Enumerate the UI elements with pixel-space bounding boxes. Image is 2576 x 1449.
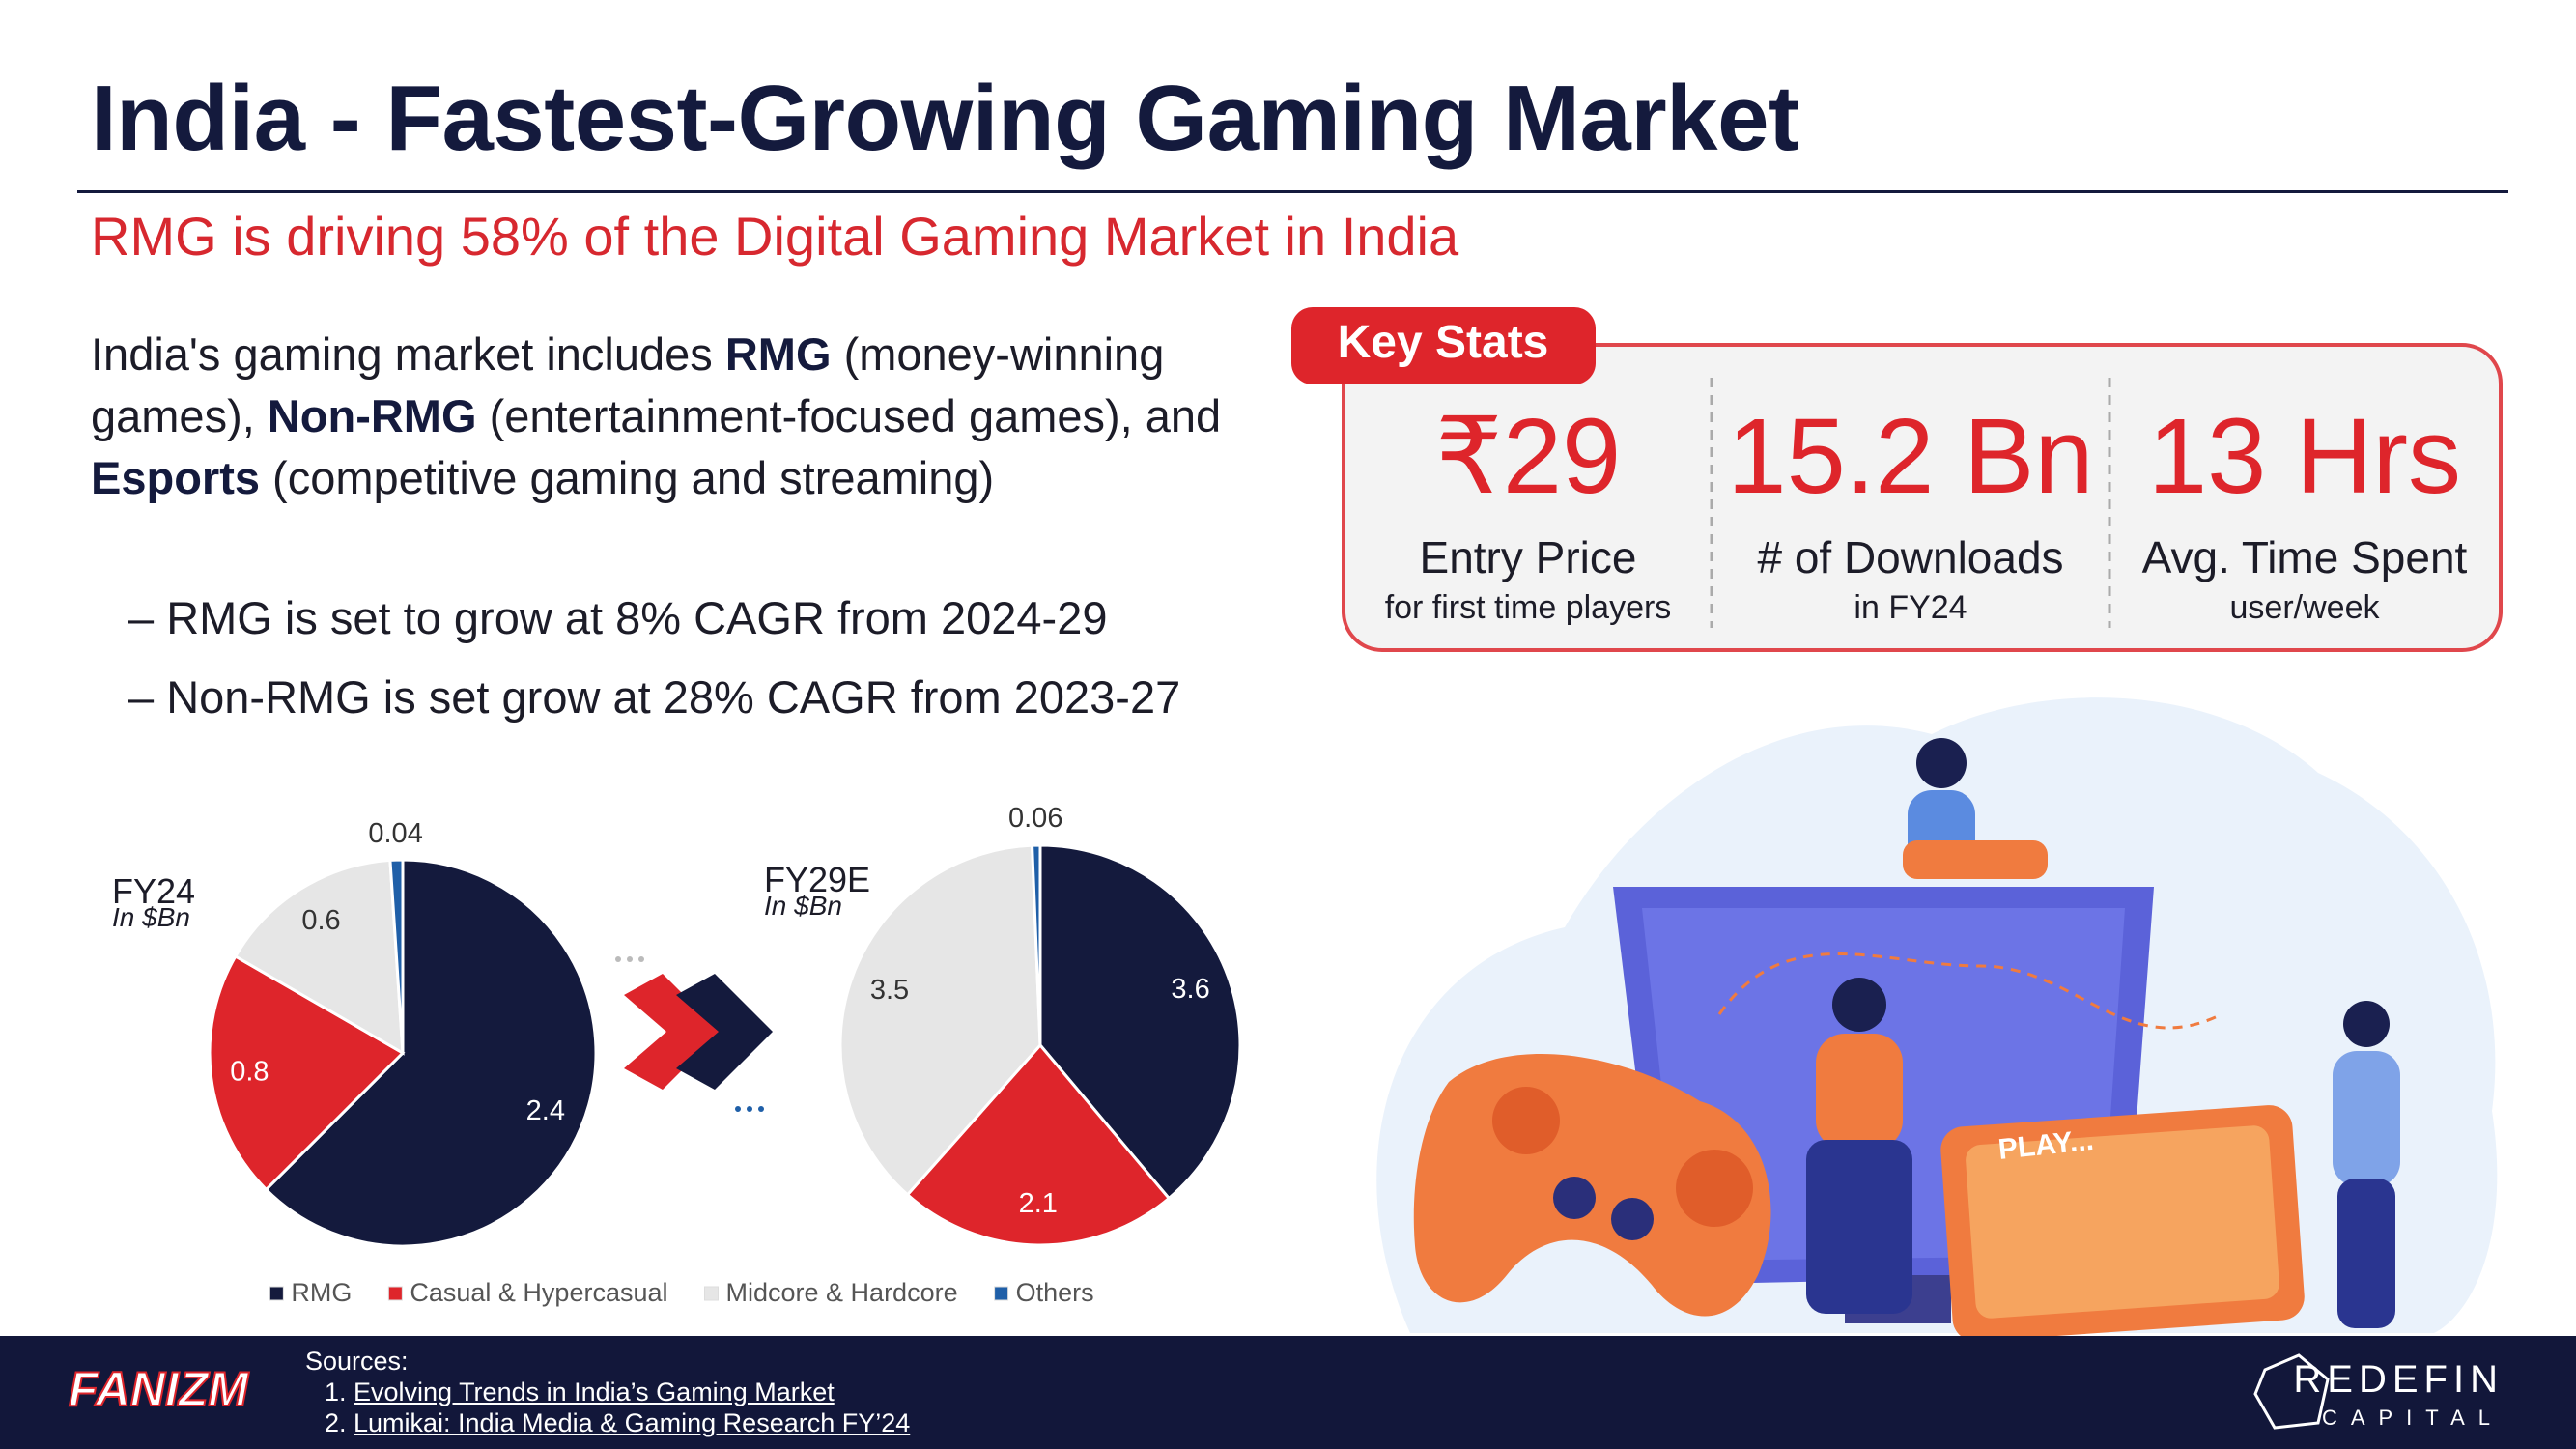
pie-label: 2.1 [1019, 1188, 1058, 1219]
title-rule [77, 190, 2508, 193]
subtitle: RMG is driving 58% of the Digital Gaming… [91, 206, 1459, 267]
key-stats-tab [1291, 307, 1596, 384]
legend-swatch [994, 1286, 1009, 1301]
intro-text: India's gaming market includes [91, 328, 725, 380]
legend-label: Casual & Hypercasual [410, 1278, 667, 1307]
intro-bold: Esports [91, 452, 260, 503]
legend-swatch [704, 1286, 720, 1301]
legend-label: Midcore & Hardcore [726, 1278, 958, 1307]
pie-slice [388, 858, 405, 1054]
stat-label: Avg. Time Spent [2142, 532, 2468, 582]
legend-label: RMG [291, 1278, 352, 1307]
stat-value: 13 Hrs [2148, 397, 2461, 516]
stat-value: 15.2 Bn [1727, 397, 2093, 516]
intro-bold: RMG [724, 328, 832, 380]
intro-text: (money-winning games), [91, 328, 1165, 441]
key-stats-box [1342, 343, 2503, 652]
pie-slice [905, 1042, 1172, 1247]
pie-label: 2.4 [526, 1095, 565, 1126]
intro-bold: Non-RMG [267, 390, 477, 441]
pie-title: FY29E [764, 860, 870, 899]
bullet: – Non-RMG is set grow at 28% CAGR from 2… [128, 671, 1181, 723]
stat-value: ₹29 [1435, 397, 1621, 516]
legend: RMG Casual & Hypercasual Midcore & Hardcor… [269, 1278, 1094, 1307]
pie-slice [264, 858, 598, 1248]
sources-label: Sources: [305, 1347, 409, 1376]
brand-logo: FANIZM [69, 1362, 249, 1416]
legend-swatch [269, 1286, 284, 1301]
key-stats-label: Key Stats [1338, 317, 1549, 368]
pie-slice [208, 953, 406, 1192]
title: India - Fastest-Growing Gaming Market [91, 67, 1799, 170]
sources: Sources: Evolving Trends in India’s Gami… [305, 1346, 910, 1438]
stat-note: for first time players [1385, 589, 1672, 626]
legend-label: Others [1016, 1278, 1094, 1307]
partner-sub: CAPITAL [2322, 1406, 2504, 1430]
bullet: – RMG is set to grow at 8% CAGR from 202… [128, 592, 1108, 643]
pie-slice [1038, 843, 1242, 1201]
pie-subtitle: In $Bn [764, 891, 842, 921]
legend-swatch [387, 1286, 403, 1301]
pie-title: FY24 [112, 871, 195, 911]
footer-graphics: FANIZM REDEFIN CAPITAL [68, 1353, 2504, 1430]
stat-note: user/week [2230, 589, 2381, 626]
intro-text: (competitive gaming and streaming) [260, 452, 995, 503]
pie-slice [233, 858, 405, 1056]
pie-label: 0.6 [301, 905, 340, 936]
partner-mark [2253, 1353, 2330, 1430]
partner-logo: REDEFIN [2293, 1358, 2504, 1401]
illustration: PLAY... [1376, 697, 2498, 1336]
intro-paragraph: India's gaming market includes RMG (mone… [91, 324, 1231, 509]
stat-note: in FY24 [1854, 589, 1967, 626]
stat-label: Entry Price [1420, 532, 1637, 582]
pie-label: 3.5 [870, 975, 909, 1006]
arrow-icon [615, 956, 773, 1112]
source-link[interactable]: Evolving Trends in India’s Gaming Market [354, 1377, 910, 1407]
sources-list: Evolving Trends in India’s Gaming Market… [305, 1377, 910, 1438]
pie-label: 3.6 [1171, 974, 1209, 1005]
pie-slice [1031, 843, 1042, 1046]
pie-label: 0.04 [368, 818, 422, 849]
footer [0, 1336, 2576, 1449]
pie-slice [838, 843, 1042, 1197]
source-link[interactable]: Lumikai: India Media & Gaming Research F… [354, 1407, 910, 1438]
pie-label: 0.06 [1008, 803, 1062, 834]
pie-subtitle: In $Bn [112, 902, 190, 932]
intro-text: (entertainment-focused games), and [476, 390, 1222, 441]
pie-label: 0.8 [230, 1057, 269, 1088]
stat-label: # of Downloads [1757, 532, 2063, 582]
